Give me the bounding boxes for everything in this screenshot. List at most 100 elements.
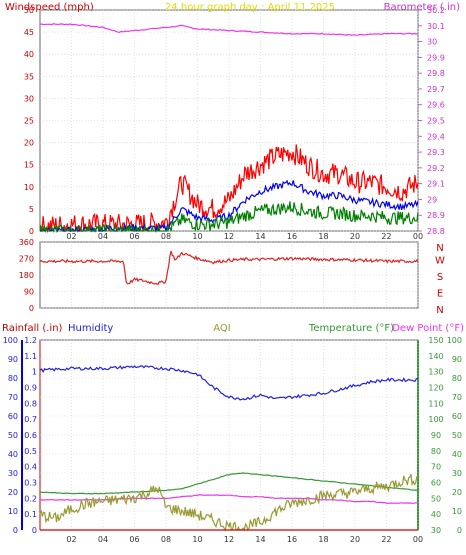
y-tick-label-temperature: 50	[431, 494, 441, 503]
x-tick-label: 18	[318, 232, 328, 241]
compass-letter: W	[435, 256, 445, 267]
y-tick-label-direction: 270	[19, 255, 34, 264]
y-tick-label-baro: 29.6	[427, 101, 445, 110]
y-tick-label-wind: 30	[24, 94, 34, 103]
barometer-label: Barometer (.in)	[384, 2, 460, 13]
y-tick-label-temperature: 130	[428, 368, 443, 377]
y-tick-label-humidity: 70	[8, 393, 18, 402]
y-tick-label-humidity: 60	[8, 412, 18, 421]
y-tick-label-wind: 10	[24, 183, 34, 192]
y-tick-label-temperature: 90	[431, 431, 441, 440]
x-tick-label: 18	[318, 535, 328, 544]
y-tick-label-far: 40	[452, 450, 462, 459]
y-tick-label-temperature: 30	[431, 526, 441, 535]
y-tick-label-baro: 30.1	[427, 22, 445, 31]
y-tick-label-humidity: 30	[8, 469, 18, 478]
y-tick-label-far: 80	[452, 374, 462, 383]
dewpoint-line	[39, 494, 419, 505]
y-tick-label-direction: 90	[24, 288, 34, 297]
humidity-line	[39, 365, 419, 401]
y-tick-label-wind: 50	[24, 6, 34, 15]
y-tick-label-baro: 29.2	[427, 164, 445, 173]
x-tick-label: 14	[255, 535, 265, 544]
y-tick-label-humidity: 80	[8, 374, 18, 383]
y-tick-label-far: 60	[452, 412, 462, 421]
x-tick-label: 12	[224, 232, 234, 241]
x-tick-label: 22	[381, 232, 391, 241]
tick-layer: 0510152025303540455028.828.92929.129.229…	[3, 6, 462, 544]
dewpoint-label: Dew Point (°F)	[392, 323, 464, 334]
wind-avg-line	[40, 179, 419, 234]
y-tick-label-direction: 360	[19, 238, 34, 247]
x-tick-label: 00	[413, 535, 423, 544]
y-tick-label-baro: 30.2	[427, 6, 445, 15]
temperature-line	[39, 472, 419, 495]
y-tick-label-wind: 20	[24, 139, 34, 148]
y-tick-label-temperature: 60	[431, 479, 441, 488]
x-tick-label: 04	[98, 232, 108, 241]
y-tick-label-rain: 0	[32, 526, 37, 535]
y-tick-label-humidity: 40	[8, 450, 18, 459]
x-tick-label: 16	[287, 535, 297, 544]
x-tick-label: 02	[66, 232, 76, 241]
series-layer	[39, 23, 419, 532]
x-tick-label: 20	[350, 232, 360, 241]
humidity-label: Humidity	[68, 323, 113, 334]
y-tick-label-humidity: 10	[8, 507, 18, 516]
y-tick-label-baro: 29.1	[427, 180, 445, 189]
compass-letter: N	[436, 305, 443, 316]
y-tick-label-direction: 0	[29, 304, 34, 313]
y-tick-label-baro: 29.7	[427, 85, 445, 94]
x-tick-label: 14	[255, 232, 265, 241]
y-tick-label-wind: 25	[24, 117, 34, 126]
x-tick-label: 08	[161, 535, 171, 544]
y-tick-label-baro: 30	[427, 38, 437, 47]
compass-letter: N	[436, 243, 443, 254]
y-tick-label-baro: 29.3	[427, 148, 445, 157]
y-tick-label-rain: 0.7	[24, 415, 37, 424]
y-tick-label-wind: 5	[29, 205, 34, 214]
barometer-line	[39, 23, 418, 36]
y-tick-label-humidity: 0	[13, 526, 18, 535]
x-tick-label: 02	[66, 535, 76, 544]
y-tick-label-wind: 40	[24, 50, 34, 59]
y-tick-label-temperature: 40	[431, 510, 441, 519]
y-tick-label-baro: 28.9	[427, 211, 445, 220]
x-tick-label: 16	[287, 232, 297, 241]
y-tick-label-far: 10	[452, 507, 462, 516]
y-tick-label-far: 20	[452, 488, 462, 497]
wind-low-line	[39, 201, 419, 234]
y-tick-label-rain: 0.1	[24, 510, 37, 519]
rainfall-label: Rainfall (.in)	[2, 323, 63, 334]
y-tick-label-temperature: 110	[428, 399, 443, 408]
gust-line	[39, 144, 419, 234]
y-tick-label-wind: 45	[24, 28, 34, 37]
x-tick-label: 10	[192, 535, 202, 544]
compass-letter: E	[437, 289, 443, 300]
y-tick-label-far: 50	[452, 431, 462, 440]
y-tick-label-far: 30	[452, 469, 462, 478]
y-tick-label-rain: 0.4	[24, 463, 37, 472]
y-tick-label-rain: 1.2	[24, 336, 37, 345]
y-tick-label-far: 70	[452, 393, 462, 402]
chart-title: 24 hour graph day : April 11 2025	[165, 2, 335, 13]
y-tick-label-far: 0	[457, 526, 462, 535]
y-tick-label-temperature: 70	[431, 463, 441, 472]
y-tick-label-rain: 0.5	[24, 447, 37, 456]
x-tick-label: 00	[413, 232, 423, 241]
direction-line	[39, 250, 419, 286]
y-tick-label-wind: 0	[29, 227, 34, 236]
y-tick-label-humidity: 50	[8, 431, 18, 440]
y-tick-label-temperature: 150	[428, 336, 443, 345]
x-tick-label: 08	[161, 232, 171, 241]
y-tick-label-far: 100	[447, 336, 462, 345]
y-tick-label-humidity: 100	[3, 336, 18, 345]
y-tick-label-rain: 1	[32, 368, 37, 377]
y-tick-label-wind: 15	[24, 161, 34, 170]
y-tick-label-baro: 29.4	[427, 132, 445, 141]
x-tick-label: 04	[98, 535, 108, 544]
compass-letter: S	[437, 272, 443, 283]
aqi-label: AQI	[213, 323, 231, 334]
